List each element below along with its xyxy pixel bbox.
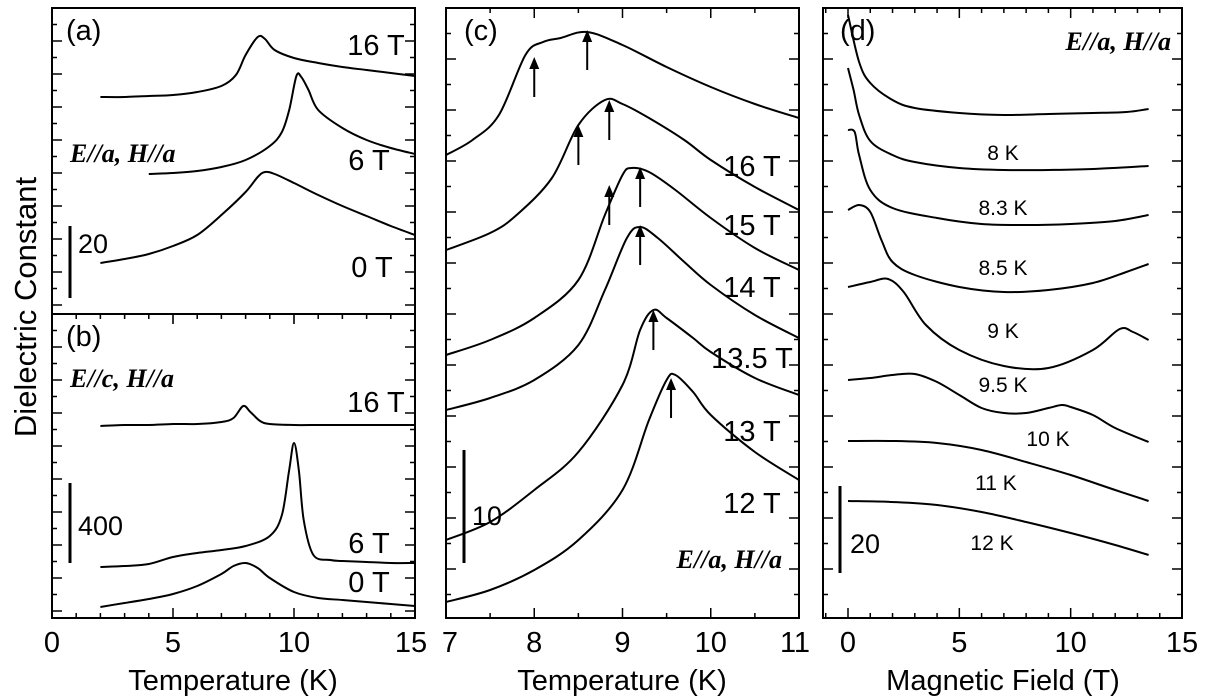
curve-d-12k (847, 500, 1149, 556)
curve-c-14t (445, 166, 800, 356)
arrow-head (604, 100, 615, 112)
arrow-head (573, 125, 584, 137)
tick-label: 10 (278, 627, 310, 659)
curve-a-0t (100, 170, 416, 264)
series-label: 16 T (347, 30, 405, 62)
series-label: 13 T (723, 416, 781, 448)
panel-label-d: (d) (840, 15, 875, 47)
arrow-head (529, 57, 540, 69)
series-label: 9 K (987, 320, 1019, 343)
series-label: 13.5 T (711, 343, 793, 375)
tick-label: 11 (780, 627, 810, 659)
arrow-head (666, 378, 677, 390)
tick-label: 0 (44, 627, 60, 659)
curve-d-10k (847, 372, 1149, 443)
tick-label: 0 (840, 627, 856, 659)
series-label: 9.5 K (978, 374, 1027, 397)
tick-label: 10 (1055, 627, 1087, 659)
curve-d-8.5k (847, 128, 1149, 227)
scale-bar-a-label: 20 (78, 229, 108, 259)
series-label: 8.5 K (978, 257, 1027, 280)
tick-label: 7 (442, 627, 458, 659)
curve-b-16t (100, 404, 415, 427)
series-label: 12 K (970, 532, 1013, 555)
curve-c-13t (445, 308, 800, 541)
curve-c-16t (445, 30, 800, 156)
labels: Dielectric Constant 0 5 10 15 7 8 9 10 11 0 5 10 15 T… (8, 15, 1198, 697)
tick-label: 5 (951, 627, 967, 659)
annotation-c: E//a, H//a (676, 545, 782, 574)
series-label: 10 K (1026, 428, 1069, 451)
curve-d-8k (847, 14, 1149, 117)
annotation-marks (68, 30, 842, 573)
series-label: 8 K (987, 142, 1019, 165)
scale-bar-b-label: 400 (78, 511, 123, 541)
x-axis-label: Temperature (K) (517, 665, 727, 697)
series-label: 15 T (723, 210, 781, 242)
curve-a-16t (100, 34, 416, 99)
series-label: 16 T (347, 387, 405, 419)
panel-d-frame (822, 7, 1183, 619)
arrow-head (635, 225, 646, 237)
tick-label: 10 (695, 627, 727, 659)
y-axis-label: Dielectric Constant (8, 177, 43, 438)
series-label: 14 T (723, 272, 781, 304)
curve-d-11k (847, 439, 1149, 502)
curve-c-13.5t (445, 225, 800, 411)
tick-label: 9 (614, 627, 630, 659)
curve-d-9k (847, 204, 1149, 294)
arrow-head (582, 30, 593, 42)
series-label: 11 K (975, 472, 1017, 495)
scale-bar-d-label: 20 (850, 529, 880, 559)
panel-label-a: (a) (66, 15, 101, 47)
panel-label-c: (c) (464, 15, 498, 47)
tick-label: 15 (1166, 627, 1198, 659)
tick-label: 15 (395, 627, 427, 659)
curve-a-6t (148, 72, 416, 175)
annotation-a: E//a, H//a (69, 139, 175, 168)
series-label: 12 T (723, 488, 781, 520)
curve-b-6t (100, 441, 416, 568)
panel-frames (51, 7, 1183, 619)
x-axis-label: Temperature (K) (128, 665, 338, 697)
series-label: 0 T (348, 567, 390, 599)
curves (100, 14, 1150, 608)
series-label: 16 T (723, 151, 781, 183)
scale-bar-c-label: 10 (472, 501, 502, 531)
panel-label-b: (b) (66, 321, 101, 353)
series-label: 6 T (348, 145, 390, 177)
arrow-head (604, 185, 615, 197)
series-label: 6 T (348, 528, 390, 560)
annotation-b: E//c, H//a (69, 364, 174, 393)
series-label: 8.3 K (978, 197, 1027, 220)
curve-b-0t (100, 561, 416, 608)
x-axis-label: Magnetic Field (T) (886, 665, 1120, 697)
arrow-head (635, 167, 646, 179)
curve-d-9.5k (847, 277, 1150, 371)
curve-d-8.3k (847, 67, 1149, 172)
annotation-d: E//a, H//a (1065, 27, 1171, 56)
curve-c-12t (445, 372, 800, 603)
series-label: 0 T (351, 252, 393, 284)
tick-label: 8 (526, 627, 542, 659)
curve-c-15t (445, 97, 800, 251)
tick-label: 5 (165, 627, 181, 659)
arrow-head (648, 310, 659, 322)
